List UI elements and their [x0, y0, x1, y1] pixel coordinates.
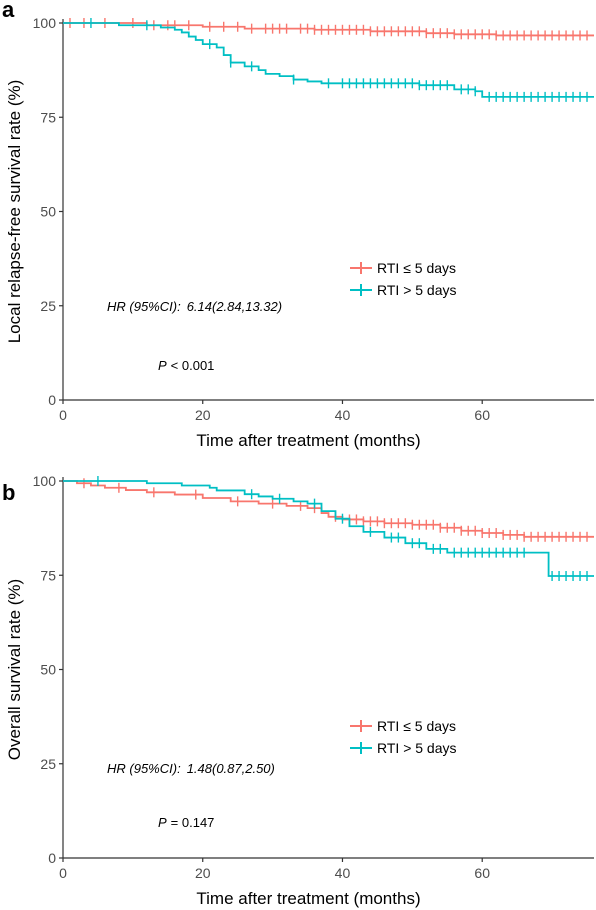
x-axis-title: Time after treatment (months): [196, 431, 420, 450]
y-tick-label: 50: [40, 204, 56, 220]
series-line-1: [63, 480, 594, 577]
chart-panel-b: b 0 25 50 75 100 0 20 40 60 Overall survival rate …: [2, 473, 594, 908]
x-tick-label: 40: [335, 407, 351, 423]
legend-label-0: RTI ≤ 5 days: [377, 260, 456, 276]
hr-label: HR (95%CI):: [107, 761, 181, 776]
panel-letter: b: [2, 480, 15, 505]
chart-panel-a: a 0 25 50 75 100 0 20 40 60 Local relapse-free sur…: [2, 0, 594, 450]
legend-label-0: RTI ≤ 5 days: [377, 718, 456, 734]
p-symbol: P: [158, 358, 167, 373]
p-annotation: P = 0.147: [158, 815, 214, 830]
hr-value: 6.14(2.84,13.32): [187, 299, 282, 314]
legend-label-1: RTI > 5 days: [377, 282, 457, 298]
p-symbol: P: [158, 815, 167, 830]
y-tick-label: 100: [33, 473, 57, 489]
y-tick-label: 0: [48, 392, 56, 408]
y-tick-label: 75: [40, 567, 56, 583]
x-tick-label: 60: [474, 865, 490, 881]
legend-label-1: RTI > 5 days: [377, 740, 457, 756]
x-tick-label: 20: [195, 407, 211, 423]
p-annotation: P < 0.001: [158, 358, 214, 373]
hr-annotation: HR (95%CI): 1.48(0.87,2.50): [107, 761, 275, 776]
panel-letter: a: [2, 0, 15, 22]
x-tick-label: 20: [195, 865, 211, 881]
p-value: = 0.147: [171, 815, 215, 830]
x-tick-label: 0: [59, 865, 67, 881]
hr-label: HR (95%CI):: [107, 299, 181, 314]
y-tick-label: 50: [40, 662, 56, 678]
y-tick-label: 75: [40, 109, 56, 125]
y-tick-label: 25: [40, 298, 56, 314]
y-axis-title: Overall survival rate (%): [5, 579, 24, 760]
p-value: < 0.001: [171, 358, 215, 373]
x-tick-label: 60: [474, 407, 490, 423]
y-tick-label: 25: [40, 756, 56, 772]
series-line-0: [63, 480, 594, 538]
x-tick-label: 40: [335, 865, 351, 881]
x-axis-title: Time after treatment (months): [196, 889, 420, 908]
y-tick-label: 100: [33, 15, 57, 31]
y-tick-label: 0: [48, 850, 56, 866]
y-axis-title: Local relapse-free survival rate (%): [5, 80, 24, 344]
x-tick-label: 0: [59, 407, 67, 423]
hr-value: 1.48(0.87,2.50): [187, 761, 275, 776]
hr-annotation: HR (95%CI): 6.14(2.84,13.32): [107, 299, 282, 314]
